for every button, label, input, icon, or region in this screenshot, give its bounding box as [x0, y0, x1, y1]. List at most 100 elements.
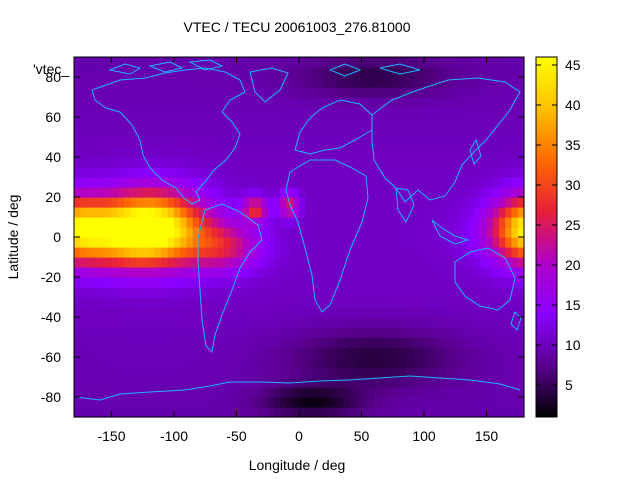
heatmap-cell — [174, 367, 181, 378]
heatmap-cell — [317, 97, 325, 108]
heatmap-cell — [386, 287, 394, 298]
heatmap-cell — [430, 137, 438, 148]
heatmap-cell — [192, 157, 200, 168]
heatmap-cell — [242, 407, 250, 418]
heatmap-cell — [299, 77, 306, 88]
heatmap-cell — [111, 167, 119, 178]
heatmap-cell — [505, 367, 513, 378]
heatmap-cell — [217, 177, 225, 188]
heatmap-cell — [267, 387, 275, 398]
heatmap-cell — [461, 67, 469, 78]
heatmap-cell — [149, 237, 156, 248]
heatmap-cell — [292, 347, 300, 358]
heatmap-cell — [411, 327, 419, 338]
heatmap-cell — [280, 407, 288, 418]
heatmap-cell — [436, 67, 444, 78]
heatmap-cell — [136, 337, 144, 348]
heatmap-cell — [467, 197, 475, 208]
heatmap-cell — [474, 137, 481, 148]
heatmap-cell — [455, 277, 463, 288]
heatmap-cell — [86, 187, 94, 198]
heatmap-cell — [417, 327, 425, 338]
heatmap-cell — [86, 147, 94, 158]
heatmap-cell — [505, 197, 513, 208]
heatmap-cell — [430, 257, 438, 268]
heatmap-cell — [467, 407, 475, 418]
heatmap-cell — [455, 227, 463, 238]
heatmap-cell — [192, 367, 200, 378]
heatmap-cell — [205, 67, 213, 78]
heatmap-cell — [267, 77, 275, 88]
heatmap-cell — [442, 297, 450, 308]
heatmap-cell — [386, 297, 394, 308]
heatmap-cell — [255, 337, 263, 348]
x-tick-label: 150 — [475, 428, 499, 444]
heatmap-cell — [399, 127, 406, 138]
heatmap-cell — [249, 347, 256, 358]
heatmap-cell — [461, 217, 469, 228]
heatmap-cell — [292, 267, 300, 278]
heatmap-cell — [92, 137, 100, 148]
heatmap-cell — [474, 107, 481, 118]
heatmap-cell — [349, 317, 356, 328]
heatmap-cell — [224, 87, 231, 98]
heatmap-cell — [211, 357, 219, 368]
heatmap-cell — [480, 77, 488, 88]
heatmap-cell — [436, 57, 444, 68]
heatmap-cell — [299, 397, 306, 408]
heatmap-cell — [274, 167, 281, 178]
heatmap-cell — [442, 397, 450, 408]
heatmap-cell — [430, 377, 438, 388]
heatmap-cell — [374, 167, 381, 178]
heatmap-cell — [442, 117, 450, 128]
heatmap-cell — [167, 287, 175, 298]
heatmap-cell — [236, 227, 244, 238]
heatmap-cell — [424, 127, 431, 138]
heatmap-cell — [267, 137, 275, 148]
heatmap-cell — [161, 247, 169, 258]
heatmap-cell — [349, 167, 356, 178]
heatmap-cell — [499, 187, 506, 198]
heatmap-cell — [230, 77, 238, 88]
heatmap-cell — [174, 327, 181, 338]
heatmap-cell — [305, 267, 313, 278]
heatmap-cell — [261, 297, 269, 308]
heatmap-cell — [124, 127, 131, 138]
heatmap-cell — [386, 397, 394, 408]
heatmap-cell — [324, 107, 331, 118]
heatmap-cell — [180, 237, 188, 248]
heatmap-cell — [286, 347, 294, 358]
heatmap-cell — [374, 257, 381, 268]
heatmap-cell — [424, 247, 431, 258]
heatmap-cell — [424, 397, 431, 408]
heatmap-cell — [499, 217, 506, 228]
heatmap-cell — [224, 257, 231, 268]
heatmap-cell — [230, 237, 238, 248]
heatmap-cell — [305, 197, 313, 208]
heatmap-cell — [261, 207, 269, 218]
heatmap-cell — [324, 387, 331, 398]
heatmap-cell — [392, 407, 400, 418]
heatmap-cell — [305, 367, 313, 378]
heatmap-cell — [186, 227, 194, 238]
heatmap-cell — [249, 97, 256, 108]
heatmap-cell — [455, 367, 463, 378]
heatmap-cell — [424, 197, 431, 208]
heatmap-cell — [74, 407, 81, 418]
heatmap-cell — [349, 207, 356, 218]
heatmap-cell — [480, 367, 488, 378]
heatmap-cell — [211, 387, 219, 398]
heatmap-cell — [267, 147, 275, 158]
heatmap-cell — [449, 117, 456, 128]
heatmap-cell — [449, 367, 456, 378]
heatmap-cell — [342, 307, 350, 318]
heatmap-cell — [149, 377, 156, 388]
heatmap-cell — [467, 347, 475, 358]
heatmap-cell — [355, 127, 363, 138]
heatmap-cell — [111, 317, 119, 328]
heatmap-cell — [130, 157, 138, 168]
heatmap-cell — [155, 327, 163, 338]
heatmap-cell — [355, 107, 363, 118]
heatmap-cell — [474, 337, 481, 348]
heatmap-cell — [149, 277, 156, 288]
